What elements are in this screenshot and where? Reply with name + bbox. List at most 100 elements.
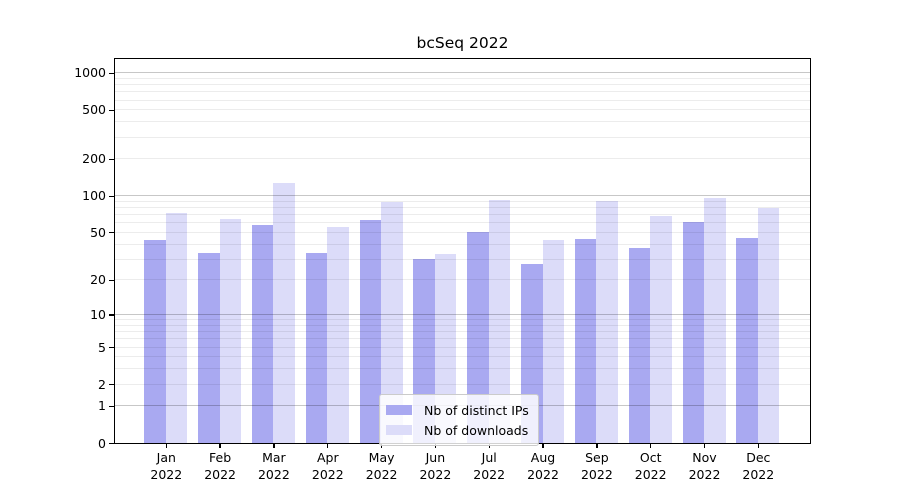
bar-nb-of-downloads-mar [273,182,295,443]
x-tick-year: 2022 [688,466,721,482]
y-tick-mark-200 [108,158,114,160]
bar-nb-of-distinct-ips-mar [251,224,274,443]
x-tick-mark-jan [165,443,167,448]
bar-nb-of-downloads-jul [488,199,511,443]
legend-swatch-nb-of-distinct-ips [386,405,412,415]
bar-nb-of-downloads-dec [757,208,780,443]
bar-nb-of-downloads-apr [327,227,349,443]
x-tick-label-nov: Nov 2022 [673,450,737,483]
x-tick-mark-oct [650,443,652,448]
x-tick-label-aug: Aug 2022 [511,450,575,483]
y-tick-mark-500 [108,109,114,112]
x-tick-label-sep: Sep 2022 [565,450,629,483]
legend: Nb of distinct IPs Nb of downloads [379,394,539,446]
x-tick-year: 2022 [473,466,506,482]
x-tick-year: 2022 [365,466,398,482]
y-tick-mark-20 [108,279,114,282]
gridline-minor-400 [115,121,810,123]
chart-title: bcSeq 2022 [416,34,509,52]
x-tick-mark-mar [273,443,275,448]
y-tick-mark-10 [108,314,114,316]
legend-label-nb-of-distinct-ips: Nb of distinct IPs [424,402,529,418]
x-tick-mark-feb [219,443,221,448]
y-tick-label-5: 5 [98,339,106,355]
x-tick-mark-aug [542,443,544,448]
x-tick-label-jul: Jul 2022 [457,450,521,483]
x-tick-month: Apr [316,450,339,465]
bar-nb-of-distinct-ips-dec [736,237,758,443]
y-tick-label-100: 100 [82,188,106,204]
bar-nb-of-downloads-aug [542,240,565,443]
gridline-major-1000 [115,72,810,74]
bar-nb-of-downloads-jan [165,213,188,443]
y-tick-label-50: 50 [90,224,106,240]
bar-nb-of-distinct-ips-nov [682,221,704,443]
y-tick-label-200: 200 [82,151,106,167]
x-tick-year: 2022 [311,466,344,482]
legend-label-nb-of-downloads: Nb of downloads [424,422,529,438]
x-tick-label-may: May 2022 [350,450,414,483]
x-tick-mark-dec [757,443,759,448]
y-tick-label-10: 10 [90,307,106,322]
bar-nb-of-downloads-oct [650,216,672,443]
bar-nb-of-distinct-ips-feb [198,252,220,443]
x-tick-year: 2022 [580,466,613,482]
x-tick-month: Oct [639,450,662,465]
x-tick-label-dec: Dec 2022 [726,450,790,483]
bar-nb-of-distinct-ips-jul [467,232,489,443]
x-tick-year: 2022 [742,466,775,482]
y-tick-label-1000: 1000 [74,65,106,81]
y-tick-mark-50 [108,232,114,234]
x-tick-month: Feb [209,450,232,465]
y-tick-mark-2 [108,383,114,386]
x-tick-mark-nov [703,443,706,448]
bar-nb-of-distinct-ips-jan [144,240,166,443]
y-tick-label-2: 2 [98,376,106,392]
gridline-minor-700 [115,91,810,93]
x-tick-mark-apr [327,443,329,448]
x-tick-month: Jun [425,450,446,465]
gridline-minor-800 [115,84,810,86]
x-tick-month: May [368,450,395,465]
x-tick-label-jun: Jun 2022 [403,450,467,483]
bar-nb-of-downloads-sep [596,201,618,443]
y-tick-mark-1 [108,405,114,408]
y-tick-mark-0 [108,442,114,445]
x-tick-month: Sep [585,450,609,465]
legend-row-nb-of-distinct-ips: Nb of distinct IPs [386,400,529,420]
bar-nb-of-distinct-ips-oct [628,248,651,443]
x-tick-month: Nov [692,450,717,465]
x-tick-year: 2022 [527,466,559,482]
x-tick-year: 2022 [419,466,452,482]
x-tick-label-oct: Oct 2022 [619,450,683,483]
y-tick-mark-100 [108,195,114,197]
x-tick-label-feb: Feb 2022 [188,450,252,483]
x-tick-year: 2022 [204,466,236,482]
gridline-minor-300 [115,136,810,138]
gridline-major-100 [115,195,810,197]
bar-nb-of-downloads-feb [219,219,242,443]
bar-nb-of-distinct-ips-apr [305,252,328,443]
gridline-minor-200 [115,158,810,160]
bar-nb-of-distinct-ips-may [359,220,382,443]
bar-nb-of-downloads-nov [704,198,726,443]
x-tick-month: Aug [530,450,556,465]
x-tick-month: Jan [156,450,176,465]
x-tick-month: Mar [262,450,286,465]
x-tick-year: 2022 [634,466,667,482]
y-tick-label-20: 20 [90,272,106,288]
x-tick-mark-sep [596,443,598,448]
y-tick-label-500: 500 [82,102,106,118]
x-tick-label-apr: Apr 2022 [296,450,360,483]
y-tick-label-1: 1 [98,398,106,414]
x-tick-label-mar: Mar 2022 [242,450,306,483]
bar-nb-of-distinct-ips-sep [574,239,597,443]
x-tick-year: 2022 [150,466,183,482]
gridline-minor-600 [115,99,810,101]
gridline-minor-500 [115,109,810,111]
y-tick-label-0: 0 [98,435,106,451]
x-tick-label-jan: Jan 2022 [134,450,198,483]
x-tick-month: Dec [746,450,771,465]
plot-area [114,58,811,444]
